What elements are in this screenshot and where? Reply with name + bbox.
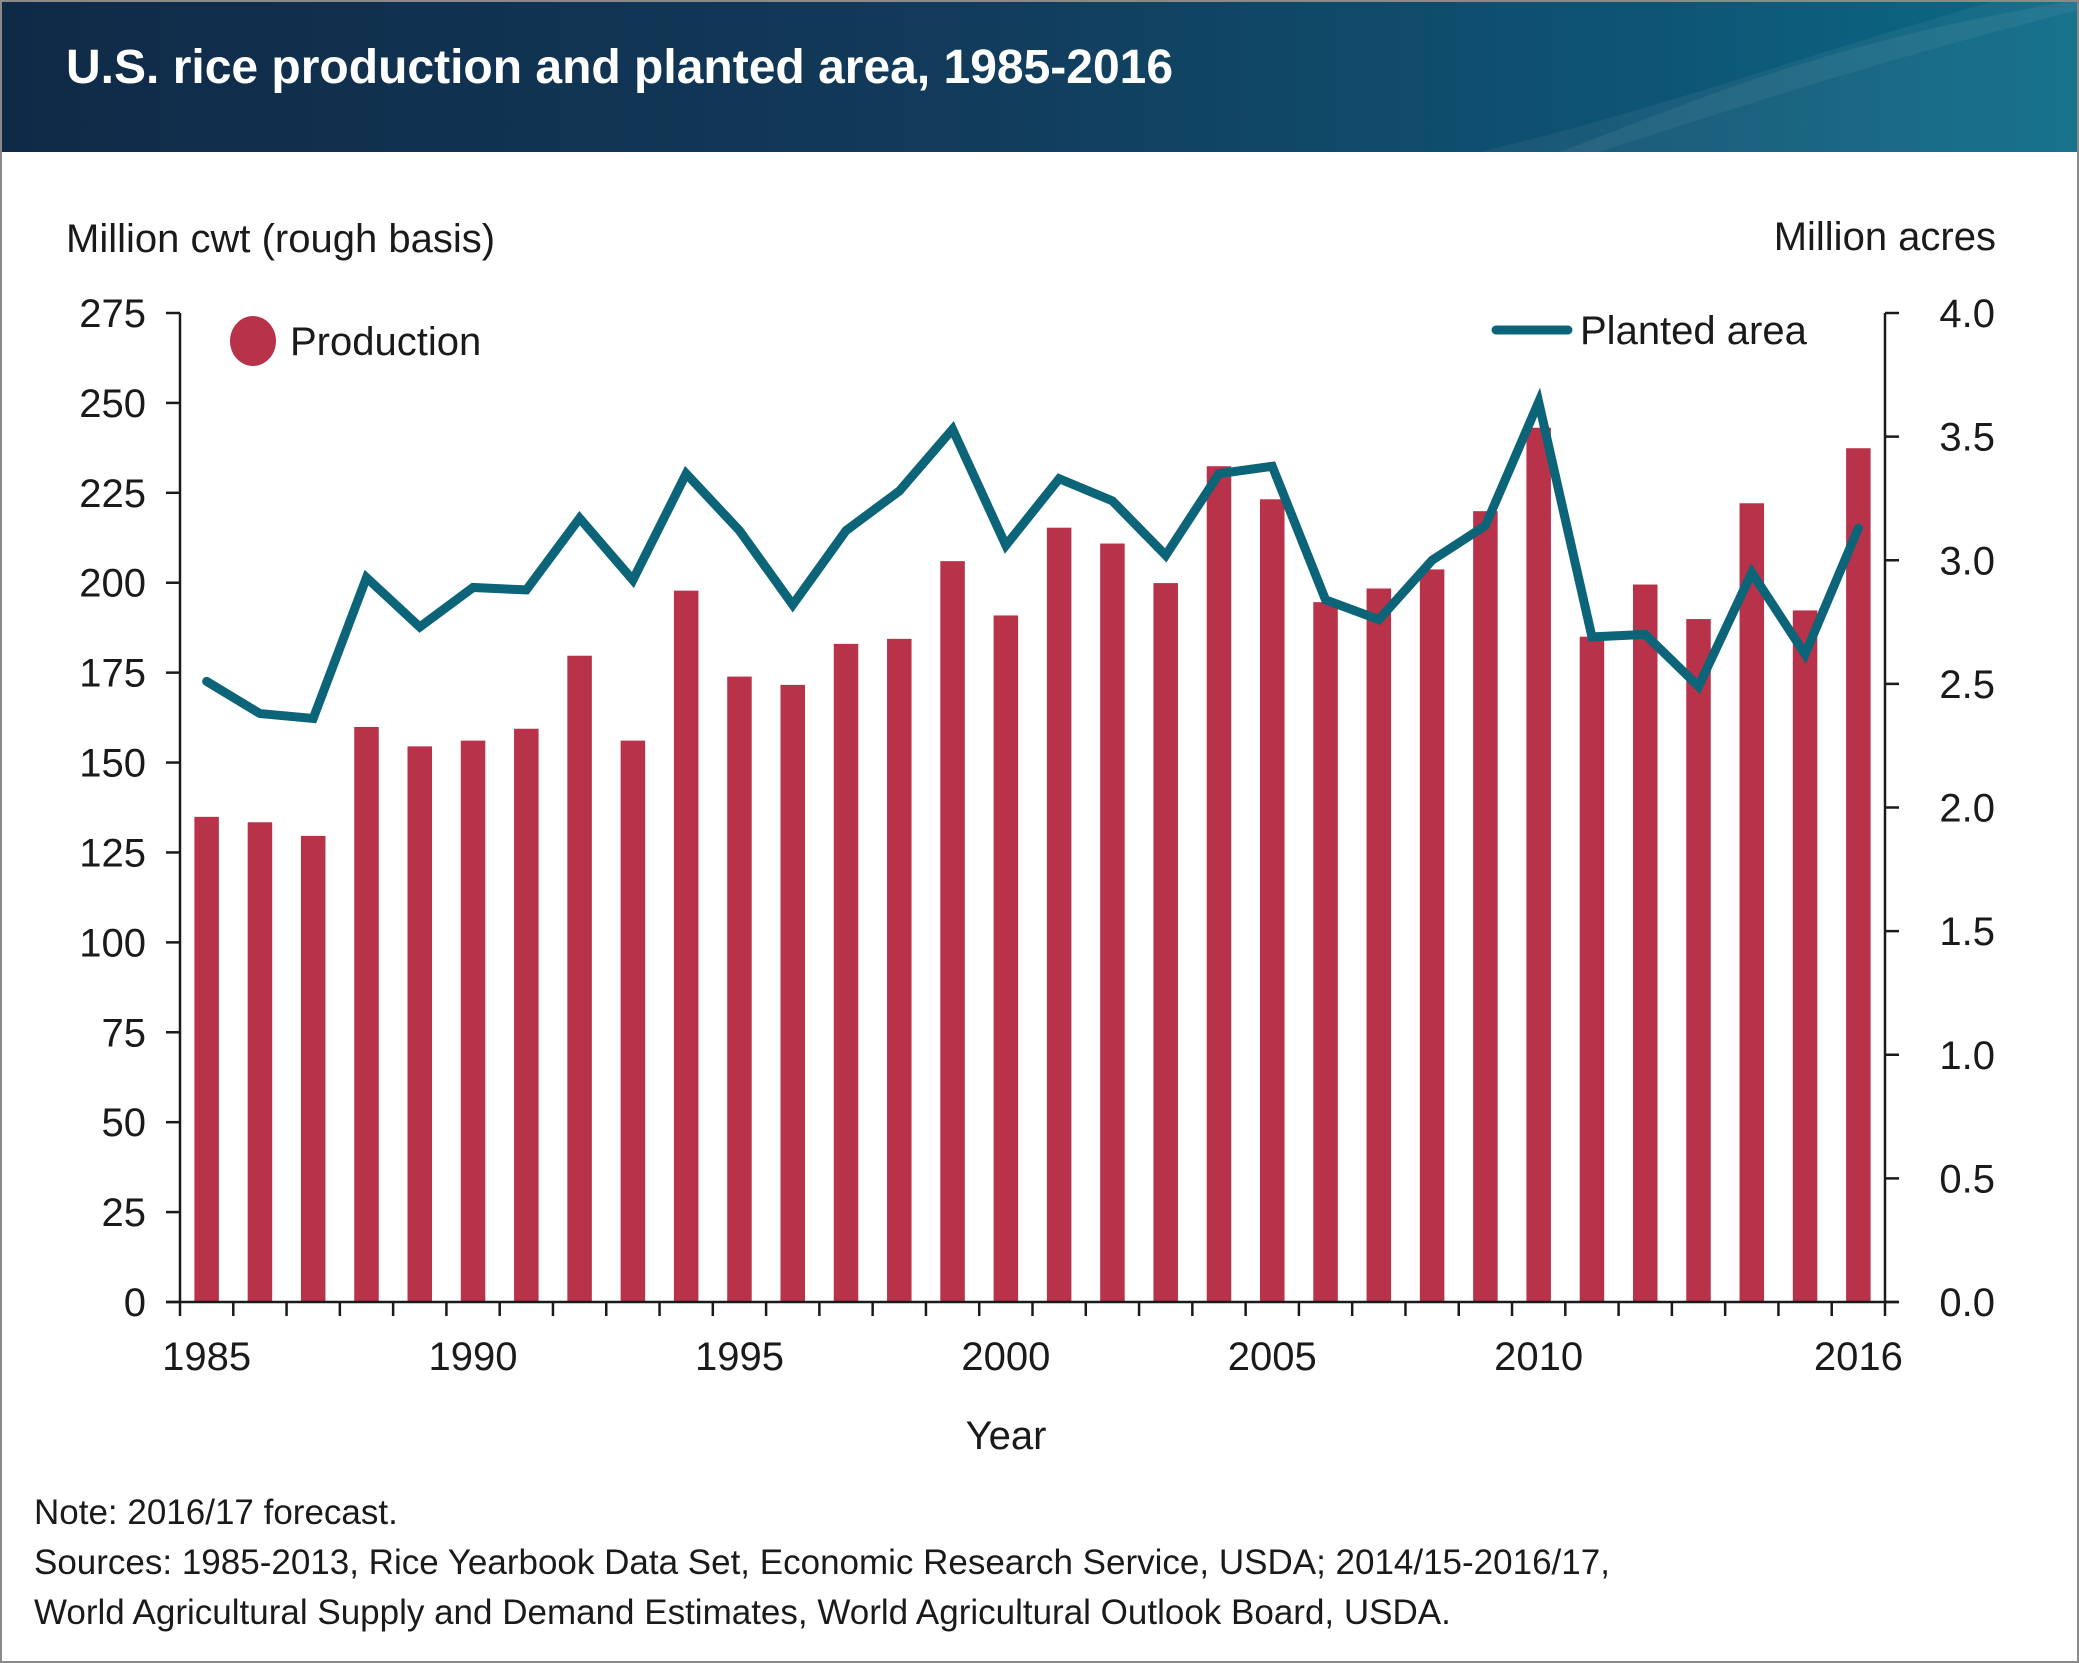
production-bar-2007: [1366, 588, 1392, 1302]
production-bar-2015: [1792, 610, 1818, 1302]
production-bar-1996: [780, 684, 805, 1302]
chart-axes: 0 25 50 75 100 125 150 175 200 225 250 275 0.0 0.5 1.0…: [79, 292, 1995, 1379]
production-bars: [194, 427, 1871, 1303]
production-bar-2014: [1739, 503, 1765, 1302]
production-bar-2008: [1419, 569, 1445, 1302]
y-left-tick-label: 125: [79, 831, 146, 875]
production-bar-2004: [1206, 466, 1232, 1303]
production-bar-1986: [247, 822, 273, 1302]
production-bar-2010: [1526, 427, 1551, 1303]
production-bar-1985: [194, 816, 219, 1302]
planted-area-line-layer: [202, 387, 1863, 724]
planted-area-line: [202, 387, 1863, 724]
source-text-line-1: Sources: 1985-2013, Rice Yearbook Data S…: [34, 1543, 1610, 1582]
production-bar-1987: [300, 835, 326, 1302]
production-bar-1999: [940, 561, 965, 1302]
source-text-line-2: World Agricultural Supply and Demand Est…: [34, 1593, 1451, 1632]
y-left-tick-label: 200: [79, 562, 146, 606]
note-text: Note: 2016/17 forecast.: [34, 1493, 398, 1532]
legend-planted-area-label: Planted area: [1580, 309, 1808, 353]
production-bar-1991: [514, 728, 539, 1302]
header-banner: U.S. rice production and planted area, 1…: [0, 0, 2079, 152]
legend-production-marker: [230, 316, 276, 366]
production-bar-2011: [1579, 636, 1605, 1302]
x-tick-label: 2005: [1228, 1335, 1317, 1379]
x-axis-title: Year: [966, 1414, 1047, 1458]
production-bar-1992: [567, 655, 592, 1302]
y-left-tick-label: 100: [79, 921, 146, 965]
production-bar-2002: [1100, 543, 1125, 1302]
production-bar-1989: [407, 746, 433, 1302]
production-bar-2005: [1260, 499, 1285, 1302]
production-bar-2012: [1632, 584, 1658, 1302]
x-tick-label: 1985: [162, 1335, 251, 1379]
x-tick-label: 2016: [1814, 1335, 1903, 1379]
y-left-axis-title: Million cwt (rough basis): [66, 217, 495, 261]
production-bar-1990: [460, 740, 486, 1302]
production-bar-1988: [354, 726, 379, 1302]
y-right-tick-label: 3.5: [1939, 416, 1995, 460]
production-bar-2001: [1046, 527, 1072, 1302]
header-swoosh-decoration: [1479, 0, 2079, 152]
y-left-tick-label: 0: [124, 1281, 146, 1325]
y-left-tick-label: 275: [79, 292, 146, 336]
x-tick-label: 2000: [961, 1335, 1050, 1379]
legend-production-label: Production: [290, 320, 481, 364]
chart-title: U.S. rice production and planted area, 1…: [66, 41, 1174, 94]
x-tick-label: 1990: [429, 1335, 518, 1379]
y-right-tick-label: 1.5: [1939, 910, 1995, 954]
x-tick-label: 1995: [695, 1335, 784, 1379]
production-bar-1993: [620, 740, 646, 1302]
y-right-tick-label: 3.0: [1939, 539, 1995, 583]
y-right-tick-label: 4.0: [1939, 292, 1995, 336]
y-right-axis-title: Million acres: [1774, 215, 1996, 259]
y-left-tick-label: 225: [79, 472, 146, 516]
legend-production: Production: [230, 316, 481, 366]
production-bar-2000: [993, 615, 1019, 1302]
y-left-tick-label: 25: [102, 1191, 147, 1235]
y-right-tick-label: 2.0: [1939, 787, 1995, 831]
legend-planted-area: Planted area: [1491, 309, 1808, 353]
y-left-tick-label: 150: [79, 742, 146, 786]
y-left-tick-label: 250: [79, 382, 146, 426]
y-right-tick-label: 0.5: [1939, 1157, 1995, 1201]
production-bar-2013: [1686, 619, 1711, 1302]
production-bar-1998: [887, 638, 912, 1302]
production-bar-2006: [1313, 602, 1338, 1302]
y-right-tick-label: 1.0: [1939, 1034, 1995, 1078]
production-bar-2009: [1473, 511, 1498, 1302]
y-left-tick-label: 50: [102, 1101, 147, 1145]
y-left-tick-label: 75: [102, 1011, 147, 1055]
production-bar-2003: [1153, 583, 1178, 1302]
production-bar-1994: [673, 590, 699, 1302]
y-left-tick-label: 175: [79, 652, 146, 696]
production-bar-1995: [727, 676, 752, 1302]
production-bar-2016: [1846, 448, 1871, 1303]
production-bar-1997: [833, 643, 859, 1302]
y-right-tick-label: 0.0: [1939, 1281, 1995, 1325]
x-tick-label: 2010: [1494, 1335, 1583, 1379]
y-right-tick-label: 2.5: [1939, 663, 1995, 707]
